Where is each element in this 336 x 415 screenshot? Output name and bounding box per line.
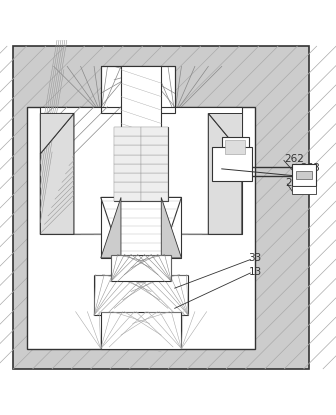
Text: 262: 262 [284, 154, 304, 164]
Bar [114, 127, 168, 201]
Bar [141, 182, 168, 192]
Bar [141, 127, 168, 136]
Bar [101, 312, 181, 349]
Bar [114, 127, 141, 136]
Bar [141, 192, 168, 201]
Text: 15: 15 [235, 139, 248, 149]
Polygon shape [208, 113, 242, 234]
Text: 12: 12 [235, 151, 248, 161]
Polygon shape [101, 198, 181, 258]
Bar [94, 275, 188, 315]
Text: 263: 263 [301, 163, 321, 173]
Bar [114, 164, 141, 173]
Bar [101, 66, 175, 113]
Bar [141, 154, 168, 164]
Bar [141, 136, 168, 145]
Polygon shape [40, 113, 74, 234]
Bar [212, 147, 252, 181]
Text: 261: 261 [286, 178, 305, 188]
Bar [141, 164, 168, 173]
Text: 33: 33 [249, 253, 262, 263]
Bar [114, 136, 141, 145]
Bar [292, 186, 316, 194]
Polygon shape [208, 113, 242, 154]
Polygon shape [101, 198, 121, 258]
Polygon shape [40, 113, 74, 154]
Bar [13, 46, 309, 369]
Bar [222, 137, 249, 157]
Bar [114, 182, 141, 192]
Bar [121, 66, 161, 342]
Bar [111, 254, 171, 281]
Bar [101, 198, 181, 258]
Bar [225, 140, 245, 154]
Bar [40, 107, 242, 234]
Bar [27, 107, 255, 349]
Bar [292, 164, 316, 186]
Polygon shape [161, 198, 181, 258]
Bar [114, 154, 141, 164]
Text: 13: 13 [249, 267, 262, 277]
Bar [114, 192, 141, 201]
Bar [114, 145, 141, 154]
Bar [141, 145, 168, 154]
Bar [101, 66, 175, 113]
Bar [296, 171, 312, 179]
Bar [141, 173, 168, 182]
Bar [114, 173, 141, 182]
